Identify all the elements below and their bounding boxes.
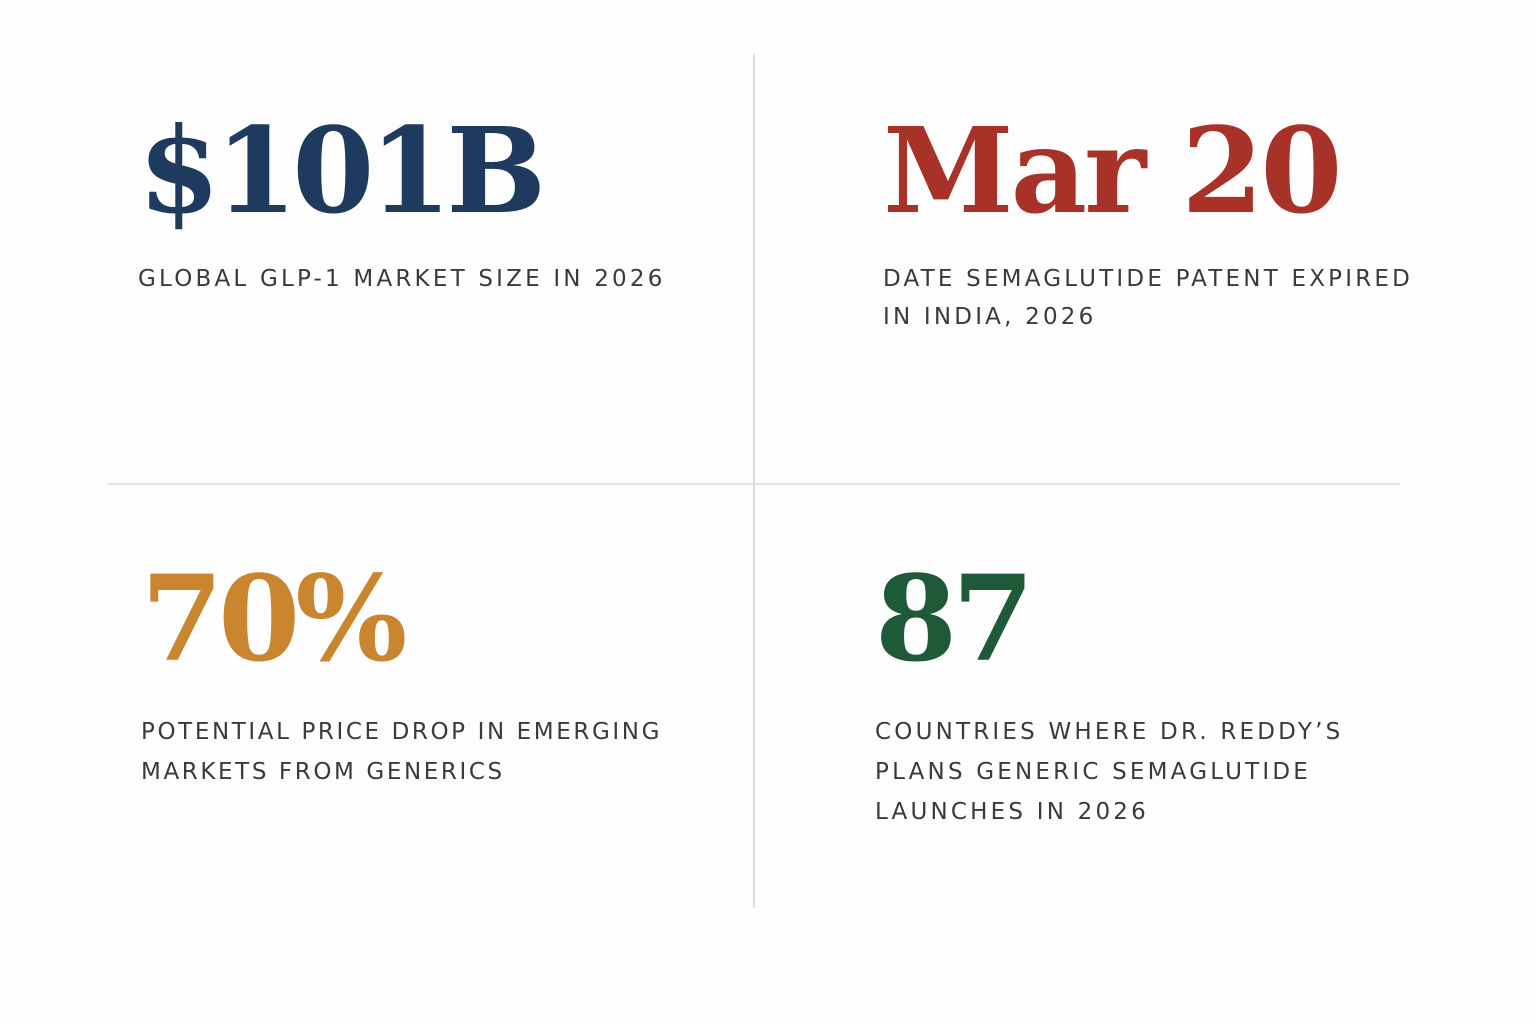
stat-label: COUNTRIES WHERE DR. REDDY’S PLANS GENERI…	[875, 719, 1344, 825]
stat-value: $101B	[138, 101, 546, 240]
stat-value: 87	[875, 549, 1034, 688]
stat-price-drop: 70% POTENTIAL PRICE DROP IN EMERGING MAR…	[141, 560, 721, 792]
stat-value: 70%	[141, 549, 407, 688]
horizontal-divider	[108, 483, 1400, 485]
stat-market-size: $101B GLOBAL GLP-1 MARKET SIZE IN 2026	[138, 112, 678, 298]
vertical-divider	[753, 54, 755, 908]
stat-value: Mar 20	[883, 101, 1343, 240]
stat-label: DATE SEMAGLUTIDE PATENT EXPIRED IN INDIA…	[883, 266, 1414, 330]
stat-label: POTENTIAL PRICE DROP IN EMERGING MARKETS…	[141, 719, 662, 785]
stat-patent-expiry: Mar 20 DATE SEMAGLUTIDE PATENT EXPIRED I…	[883, 112, 1443, 336]
stat-countries: 87 COUNTRIES WHERE DR. REDDY’S PLANS GEN…	[875, 560, 1435, 832]
stat-label: GLOBAL GLP-1 MARKET SIZE IN 2026	[138, 266, 666, 292]
